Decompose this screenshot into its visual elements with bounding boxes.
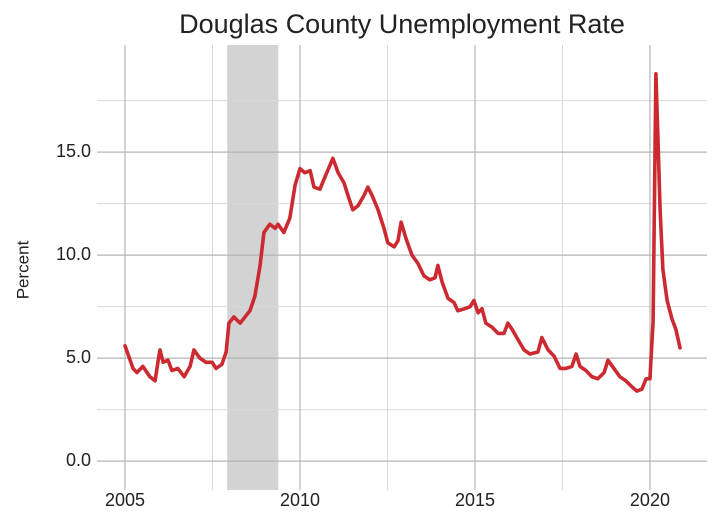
y-tick-label: 10.0 — [56, 244, 91, 264]
shaded-region — [227, 45, 279, 490]
x-tick-label: 2010 — [280, 490, 320, 510]
line — [123, 72, 682, 393]
x-tick-label: 2005 — [105, 490, 145, 510]
x-tick-label: 2015 — [455, 490, 495, 510]
y-tick-label: 5.0 — [66, 347, 91, 367]
x-tick-label: 2020 — [630, 490, 670, 510]
y-axis-label: Percent — [13, 240, 32, 299]
y-tick-label: 15.0 — [56, 141, 91, 161]
y-tick-label: 0.0 — [66, 450, 91, 470]
chart-title: Douglas County Unemployment Rate — [179, 9, 625, 39]
